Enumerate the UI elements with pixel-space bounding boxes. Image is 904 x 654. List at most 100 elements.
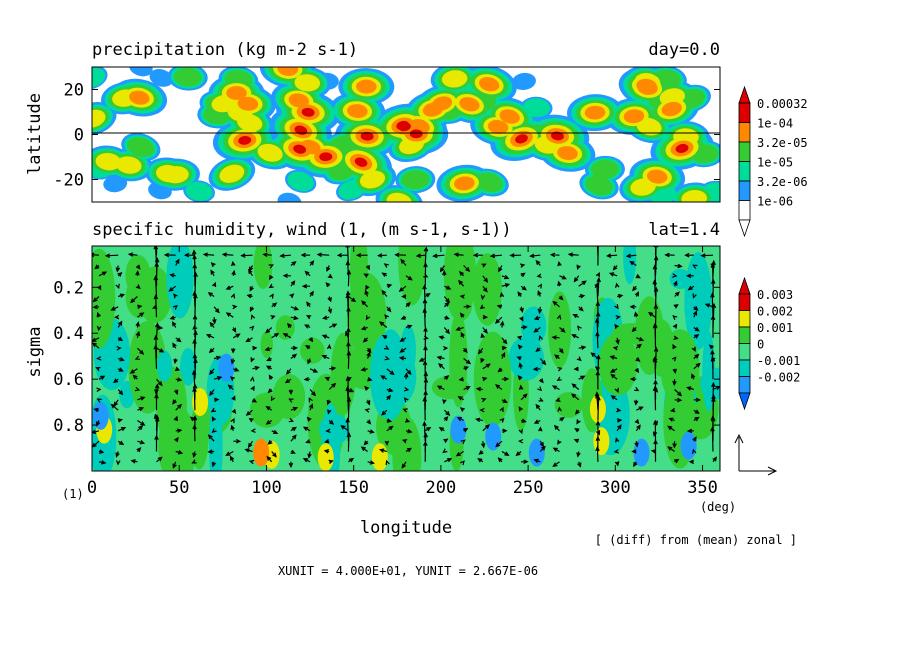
wind-vector bbox=[539, 358, 547, 366]
wind-vector bbox=[693, 416, 700, 422]
humidity-contour-pocket bbox=[450, 415, 467, 444]
wind-vector bbox=[136, 425, 144, 432]
wind-vector bbox=[137, 407, 145, 412]
wind-vector bbox=[475, 417, 483, 423]
wind-vector bbox=[578, 293, 586, 299]
humidity-colorbar-top-arrow bbox=[738, 276, 751, 295]
wind-vector bbox=[355, 252, 368, 258]
wind-vector bbox=[424, 292, 431, 298]
wind-vector bbox=[634, 441, 639, 448]
wind-vector bbox=[567, 252, 579, 257]
humidity-contour-blob bbox=[260, 331, 273, 359]
wind-vector bbox=[609, 368, 618, 373]
precip-contour-blob bbox=[288, 93, 310, 108]
wind-vector bbox=[499, 320, 505, 328]
wind-vector bbox=[539, 440, 544, 448]
wind-vector bbox=[327, 409, 332, 415]
wind-vector bbox=[326, 265, 331, 273]
wind-vector bbox=[674, 263, 683, 269]
wind-vector bbox=[460, 331, 465, 339]
precip-contour-blob bbox=[92, 109, 106, 128]
wind-vector bbox=[325, 282, 331, 288]
wind-vector bbox=[455, 326, 464, 331]
wind-vector bbox=[386, 387, 394, 393]
humidity-colorbar: 0.003 0.002 0.001 0 -0.001 -0.002 bbox=[738, 276, 800, 411]
wind-vector bbox=[210, 262, 216, 268]
wind-vector bbox=[172, 461, 177, 469]
precip-contour-blob bbox=[646, 169, 668, 184]
wind-vector bbox=[137, 304, 143, 309]
humidity-colorbar-label: 0.001 bbox=[757, 321, 793, 335]
humidity-x-tick-label: 0 bbox=[87, 478, 97, 498]
humidity-colorbar-swatch bbox=[738, 359, 751, 377]
wind-vector bbox=[365, 315, 371, 321]
wind-vector bbox=[232, 304, 238, 310]
wind-vector bbox=[305, 315, 312, 320]
wind-vector bbox=[304, 344, 311, 350]
wind-vector bbox=[652, 385, 658, 411]
wind-vector bbox=[557, 439, 562, 445]
wind-vector bbox=[250, 314, 256, 320]
wind-vector bbox=[635, 343, 642, 349]
wind-vector bbox=[482, 275, 489, 283]
wind-vector bbox=[381, 289, 388, 297]
wind-vector bbox=[439, 265, 445, 273]
precip-colorbar-top-arrow bbox=[738, 85, 751, 104]
wind-vector bbox=[309, 368, 319, 373]
precip-contour-blob bbox=[257, 143, 283, 162]
humidity-contour-blob bbox=[400, 324, 416, 377]
wind-vector bbox=[595, 445, 600, 462]
wind-vector bbox=[557, 367, 563, 372]
humidity-x-tick-label: 100 bbox=[251, 478, 282, 498]
precip-contour-blob bbox=[226, 86, 247, 100]
wind-vector bbox=[664, 252, 675, 258]
wind-vector bbox=[674, 397, 683, 403]
precip-colorbar-swatch bbox=[738, 122, 751, 143]
humidity-plot-frame bbox=[91, 245, 721, 472]
wind-vector bbox=[704, 303, 714, 308]
wind-vector bbox=[366, 347, 372, 354]
humidity-contour-pocket bbox=[593, 427, 610, 456]
wind-vector bbox=[442, 399, 447, 405]
wind-vector bbox=[595, 271, 600, 278]
wind-vector bbox=[501, 351, 506, 359]
wind-vector bbox=[532, 366, 541, 372]
wind-vector bbox=[134, 355, 141, 360]
wind-vector bbox=[559, 275, 567, 280]
humidity-panel: specific humidity, wind (1, (m s-1, s-1)… bbox=[25, 220, 800, 538]
humidity-colorbar-label: 0 bbox=[757, 338, 764, 352]
wind-vector bbox=[529, 253, 541, 259]
wind-vector bbox=[386, 306, 392, 313]
wind-vector bbox=[129, 296, 138, 304]
wind-vector bbox=[163, 252, 176, 258]
wind-vector bbox=[346, 432, 352, 452]
wind-vector bbox=[365, 265, 370, 271]
wind-vector bbox=[394, 252, 407, 258]
wind-vector bbox=[571, 393, 580, 401]
wind-vector bbox=[533, 315, 541, 321]
wind-vector bbox=[209, 389, 215, 397]
wind-vector bbox=[386, 368, 395, 376]
precip-contour-blob bbox=[238, 135, 252, 145]
wind-vector bbox=[153, 294, 159, 318]
wind-vector bbox=[614, 461, 620, 467]
wind-vector bbox=[271, 451, 277, 458]
wind-vector bbox=[264, 346, 272, 352]
wind-vector bbox=[116, 346, 122, 351]
humidity-y-tick-label: 0.4 bbox=[53, 324, 84, 344]
wind-vector bbox=[692, 436, 697, 442]
precip-colorbar: 0.00032 1e-04 3.2e-05 1e-05 3.2e-06 1e-06 bbox=[738, 85, 808, 238]
wind-vector bbox=[501, 337, 508, 345]
wind-vector bbox=[129, 368, 138, 374]
wind-vector bbox=[115, 283, 120, 290]
wind-vector bbox=[489, 253, 502, 259]
wind-vector bbox=[282, 273, 291, 279]
wind-vector bbox=[615, 437, 620, 443]
wind-vector bbox=[322, 315, 330, 320]
wind-vector bbox=[653, 439, 658, 462]
wind-vector bbox=[480, 357, 485, 364]
wind-vector bbox=[362, 337, 369, 343]
wind-vector bbox=[98, 449, 105, 454]
wind-vector bbox=[115, 265, 121, 273]
wind-vector bbox=[533, 419, 541, 424]
